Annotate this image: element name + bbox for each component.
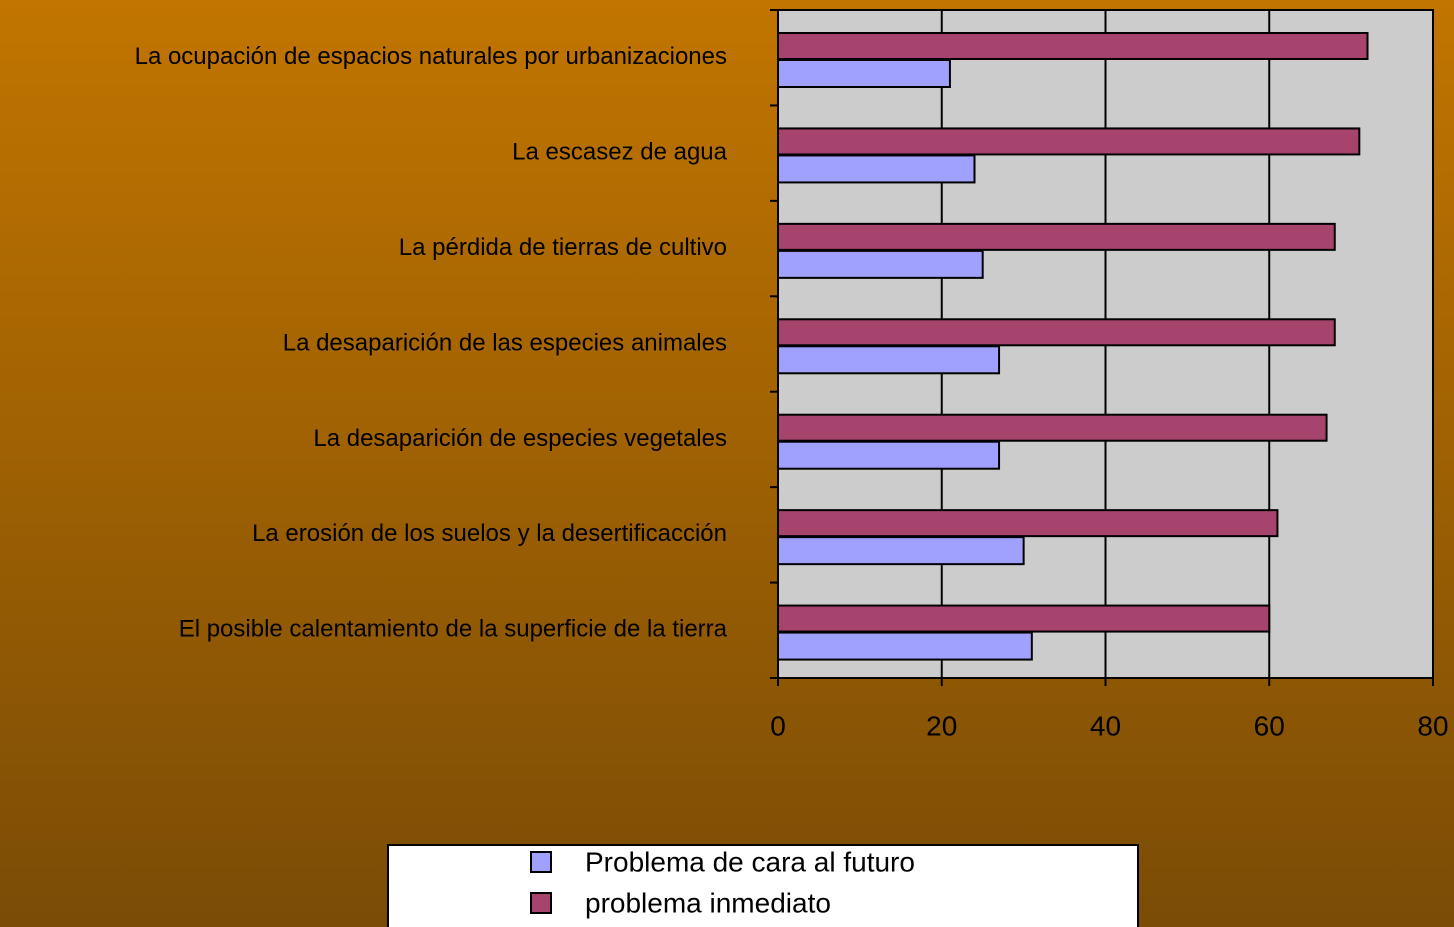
bar [777, 604, 1271, 633]
bar [777, 536, 1025, 566]
bar [777, 222, 1336, 251]
bar [777, 440, 1001, 470]
bar [777, 59, 951, 88]
bar [777, 413, 1328, 442]
bar [777, 631, 1033, 661]
y-tick-label: La escasez de agua [512, 138, 727, 165]
y-tick-label: La ocupación de espacios naturales por u… [135, 43, 727, 70]
x-tick-label: 40 [1090, 710, 1121, 741]
y-tick-label: El posible calentamiento de la superfici… [179, 616, 728, 643]
bar [777, 249, 984, 279]
y-tick-label: La pérdida de tierras de cultivo [399, 234, 727, 261]
legend-label: Problema de cara al futuro [585, 846, 915, 877]
bar [777, 32, 1369, 60]
bar [777, 509, 1279, 538]
x-tick-label: 0 [770, 710, 786, 741]
y-tick-label: La erosión de los suelos y la desertific… [252, 520, 727, 547]
legend-swatch [530, 892, 552, 914]
x-tick-label: 60 [1254, 710, 1285, 741]
bar [777, 345, 1001, 375]
y-tick-label: La desaparición de las especies animales [283, 329, 727, 356]
legend-label: problema inmediato [585, 887, 831, 918]
bar [777, 318, 1336, 347]
legend [387, 844, 1139, 927]
bar [777, 127, 1361, 156]
y-tick-label: La desaparición de especies vegetales [313, 425, 727, 452]
x-tick-label: 20 [926, 710, 957, 741]
legend-swatch [530, 851, 552, 873]
x-tick-label: 80 [1417, 710, 1448, 741]
bar [777, 154, 976, 184]
